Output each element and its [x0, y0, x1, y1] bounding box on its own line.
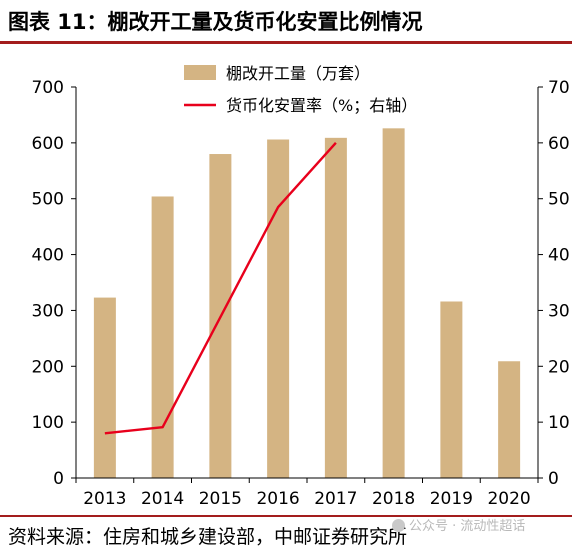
legend-swatch-bar [184, 65, 216, 80]
line-path [104, 142, 337, 435]
right-tick-label-60: 60 [548, 134, 570, 154]
right-tick-label-10: 10 [548, 413, 570, 433]
x-tick-label-2016: 2016 [256, 489, 299, 509]
left-tick-label-200: 200 [32, 357, 64, 377]
bar-2016 [267, 139, 290, 478]
wechat-logo-icon [392, 519, 405, 532]
x-tick-label-2013: 2013 [83, 489, 126, 509]
title-bar: 图表 11：棚改开工量及货币化安置比例情况 [0, 0, 572, 44]
bar-2017 [324, 137, 347, 478]
left-tick-label-100: 100 [32, 413, 64, 433]
left-tick-label-500: 500 [32, 190, 64, 210]
left-tick-label-0: 0 [53, 469, 64, 489]
right-tick-label-30: 30 [548, 301, 570, 321]
right-tick-label-0: 0 [548, 469, 559, 489]
x-tick-label-2017: 2017 [314, 489, 357, 509]
x-tick-label-2015: 2015 [199, 489, 242, 509]
bar-2019 [440, 301, 463, 478]
x-tick-label-2014: 2014 [141, 489, 184, 509]
legend-label-bar: 棚改开工量（万套） [226, 64, 370, 83]
x-tick-label-2020: 2020 [487, 489, 530, 509]
source-note: 资料来源：住房和城乡建设部，中邮证券研究所 [8, 526, 408, 548]
left-tick-label-600: 600 [32, 134, 64, 154]
x-tick-label-2018: 2018 [372, 489, 415, 509]
bar-2018 [382, 128, 405, 478]
bar-2020 [498, 361, 521, 478]
title-divider [0, 41, 572, 44]
right-tick-label-20: 20 [548, 357, 570, 377]
chart-area: 棚改开工量（万套）货币化安置率（%；右轴） 010020030040050060… [32, 64, 570, 509]
right-tick-label-70: 70 [548, 78, 570, 98]
watermark: 公众号 · 流动性超话 [392, 515, 525, 534]
left-tick-label-300: 300 [32, 301, 64, 321]
right-tick-label-40: 40 [548, 246, 570, 266]
bar-series [93, 128, 521, 479]
left-tick-label-400: 400 [32, 246, 64, 266]
x-tick-label-2019: 2019 [430, 489, 473, 509]
chart-legend: 棚改开工量（万套） 货币化安置率（%；右轴） [184, 64, 417, 115]
chart-axes: 0 100 200 300 400 500 600 700 0 10 20 30 40 50 60 70 201… [32, 78, 570, 509]
chart-title: 图表 11：棚改开工量及货币化安置比例情况 [8, 10, 423, 34]
bar-2013 [93, 297, 116, 478]
source-divider [0, 515, 572, 517]
right-tick-label-50: 50 [548, 190, 570, 210]
left-tick-label-700: 700 [32, 78, 64, 98]
line-series [104, 142, 337, 435]
legend-label-line: 货币化安置率（%；右轴） [226, 96, 417, 115]
watermark-text: 公众号 · 流动性超话 [409, 519, 526, 534]
bar-2014 [151, 196, 174, 479]
